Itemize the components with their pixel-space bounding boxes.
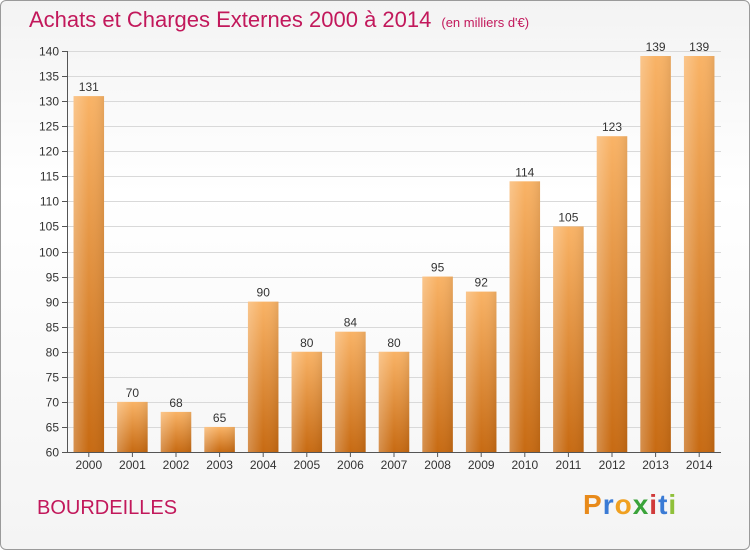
- bars: [73, 56, 715, 453]
- bar-shade: [247, 301, 279, 452]
- bar-shade: [553, 226, 584, 452]
- logo-letter: x: [632, 489, 650, 520]
- x-tick-label: 2009: [468, 458, 495, 472]
- x-tick-label: 2011: [555, 458, 581, 472]
- y-tick-label: 75: [46, 371, 60, 385]
- proxiti-logo: Proxiti: [583, 489, 677, 521]
- y-tick-label: 125: [39, 120, 59, 134]
- bar-value-label: 139: [646, 40, 666, 54]
- bar-shade: [335, 331, 366, 452]
- x-tick-label: 2002: [163, 458, 190, 472]
- value-labels: 131 70 68 65 90 80 84 80 95 92 114 105 123 139 139: [79, 40, 710, 425]
- bar-shade: [683, 56, 715, 452]
- x-tick-label: 2006: [337, 458, 364, 472]
- bar-shade: [378, 351, 410, 452]
- bar-shade: [422, 276, 453, 452]
- y-tick-label: 115: [40, 170, 59, 184]
- y-tick-label: 110: [40, 195, 59, 209]
- chart-title-text: Achats et Charges Externes 2000 à 2014: [29, 7, 432, 32]
- x-tick-label: 2012: [599, 458, 626, 472]
- y-tick-label: 85: [46, 321, 60, 335]
- x-tick-label: 2003: [206, 458, 233, 472]
- bar-shade: [204, 426, 235, 452]
- y-tick-label: 105: [39, 220, 59, 234]
- bar-shade: [509, 181, 541, 452]
- bar-value-label: 123: [602, 120, 622, 134]
- bar-shade: [117, 401, 148, 452]
- x-tick-label: 2007: [381, 458, 408, 472]
- bar-shade: [73, 96, 105, 453]
- chart-title: Achats et Charges Externes 2000 à 2014 (e…: [29, 7, 529, 33]
- y-tick-label: 70: [46, 396, 60, 410]
- y-tick-label: 60: [46, 446, 60, 460]
- bar-shade: [291, 351, 323, 452]
- x-tick-label: 2010: [511, 458, 538, 472]
- bar-value-label: 139: [689, 40, 709, 54]
- x-tick-label: 2014: [686, 458, 713, 472]
- bar-shade: [640, 56, 671, 452]
- bar-value-label: 131: [79, 80, 99, 94]
- logo-letter: r: [602, 489, 615, 520]
- y-tick-label: 130: [39, 95, 59, 109]
- x-tick-label: 2005: [293, 458, 320, 472]
- bar-value-label: 80: [387, 336, 401, 350]
- y-tick-label: 135: [39, 70, 59, 84]
- y-tick-label: 120: [39, 145, 59, 159]
- x-tick-label: 2008: [424, 458, 451, 472]
- bar-value-label: 92: [475, 276, 489, 290]
- axes: [62, 51, 721, 457]
- x-tick-label: 2013: [642, 458, 669, 472]
- bar-value-label: 95: [431, 261, 445, 275]
- y-tick-label: 95: [46, 271, 60, 285]
- bar-value-label: 65: [213, 411, 227, 425]
- bar-value-label: 114: [515, 165, 534, 179]
- x-tick-label: 2001: [119, 458, 146, 472]
- logo-letter: P: [583, 489, 603, 520]
- logo-letter: t: [658, 489, 669, 520]
- y-tick-label: 100: [39, 246, 59, 260]
- logo-letter: i: [668, 489, 678, 520]
- x-tick-label: 2000: [75, 458, 102, 472]
- bar-shade: [596, 136, 628, 452]
- bar-value-label: 90: [257, 286, 271, 300]
- logo-letter: o: [614, 489, 633, 520]
- y-tick-label: 65: [46, 421, 60, 435]
- bar-shade: [465, 291, 497, 452]
- tick-labels: 60 65 70 75 80 85 90 95 100 105 110 115 120 125 130 135…: [39, 45, 713, 473]
- x-tick-label: 2004: [250, 458, 277, 472]
- bar-value-label: 80: [300, 336, 314, 350]
- y-tick-label: 80: [46, 346, 60, 360]
- bar-value-label: 68: [169, 396, 183, 410]
- chart-subtitle: (en milliers d'€): [441, 15, 530, 30]
- bar-value-label: 70: [126, 386, 140, 400]
- bar-value-label: 105: [558, 210, 578, 224]
- y-tick-label: 90: [46, 296, 60, 310]
- bar-value-label: 84: [344, 316, 358, 330]
- town-name: BOURDEILLES: [37, 497, 178, 519]
- bar-shade: [160, 411, 192, 452]
- y-tick-label: 140: [39, 45, 59, 59]
- logo-letter: i: [649, 489, 659, 520]
